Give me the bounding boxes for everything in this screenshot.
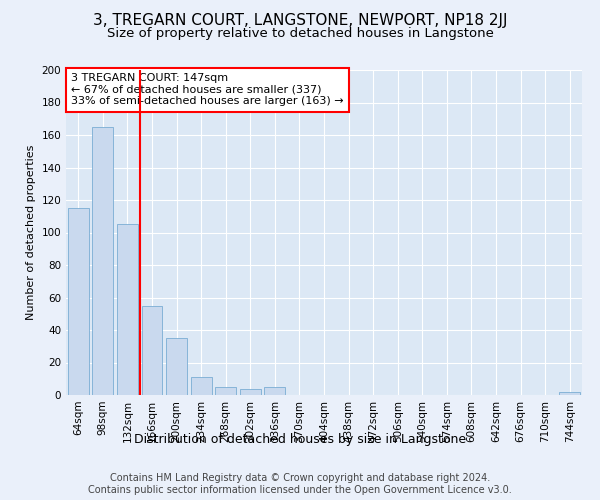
Text: Size of property relative to detached houses in Langstone: Size of property relative to detached ho…: [107, 28, 493, 40]
Bar: [559, 392, 580, 395]
Text: 3, TREGARN COURT, LANGSTONE, NEWPORT, NP18 2JJ: 3, TREGARN COURT, LANGSTONE, NEWPORT, NP…: [93, 12, 507, 28]
Bar: [265, 387, 286, 395]
Bar: [68, 208, 89, 395]
Text: Distribution of detached houses by size in Langstone: Distribution of detached houses by size …: [134, 432, 466, 446]
Text: 3 TREGARN COURT: 147sqm
← 67% of detached houses are smaller (337)
33% of semi-d: 3 TREGARN COURT: 147sqm ← 67% of detache…: [71, 73, 344, 106]
Bar: [92, 127, 113, 395]
Bar: [166, 338, 187, 395]
Bar: [142, 306, 163, 395]
Y-axis label: Number of detached properties: Number of detached properties: [26, 145, 36, 320]
Bar: [240, 388, 261, 395]
Bar: [117, 224, 138, 395]
Text: Contains HM Land Registry data © Crown copyright and database right 2024.
Contai: Contains HM Land Registry data © Crown c…: [88, 474, 512, 495]
Bar: [191, 377, 212, 395]
Bar: [215, 387, 236, 395]
